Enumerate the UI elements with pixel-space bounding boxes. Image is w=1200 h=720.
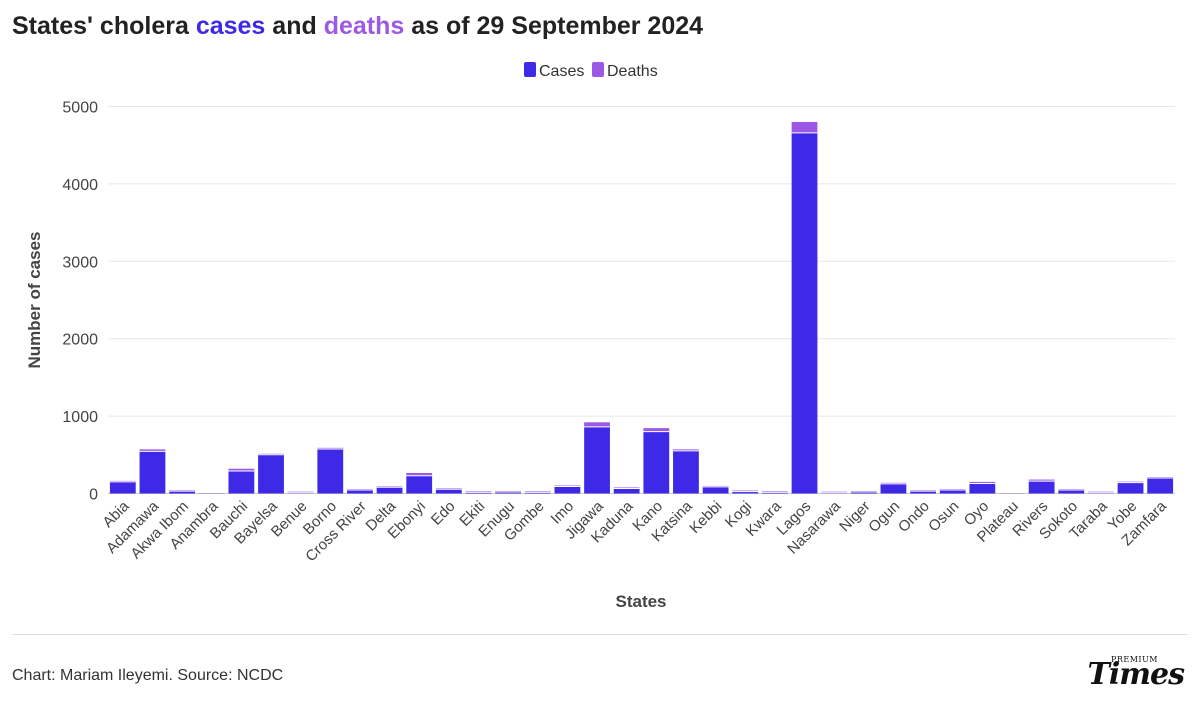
legend-deaths-label: Deaths <box>607 63 658 80</box>
x-tick-label: Ogun <box>865 498 903 536</box>
y-tick-label: 3000 <box>62 254 98 271</box>
bar-cases <box>732 491 759 494</box>
y-tick-label: 0 <box>89 487 98 504</box>
bar-deaths <box>228 468 255 472</box>
bar-cases <box>969 483 996 494</box>
bar-cases <box>613 488 640 494</box>
footer-divider <box>12 634 1188 635</box>
y-tick-label: 1000 <box>62 409 98 426</box>
bar-cases <box>1147 478 1174 494</box>
logo-premium-text: PREMIUM <box>1110 655 1158 664</box>
bar-cases <box>258 454 284 494</box>
bar-cases <box>376 487 403 494</box>
bar-cases <box>880 483 907 494</box>
bar-cases <box>1117 482 1144 494</box>
y-axis-title: Number of cases <box>25 232 44 369</box>
bar-cases <box>495 491 522 494</box>
bar-cases <box>761 492 788 494</box>
bar-cases <box>406 475 433 494</box>
bar-cases <box>554 486 581 494</box>
bar-deaths <box>969 481 996 484</box>
x-tick-label: Ondo <box>895 498 933 536</box>
bar-cases <box>169 491 195 494</box>
title-cases-word: cases <box>195 12 266 40</box>
bar-deaths <box>406 472 433 476</box>
x-tick-label: Osun <box>925 498 962 535</box>
bar-deaths <box>1028 479 1055 482</box>
bar-cases <box>1058 490 1085 494</box>
bar-cases <box>524 492 551 494</box>
premium-times-logo: PREMIUM Times <box>1087 655 1185 692</box>
bar-deaths <box>643 428 670 432</box>
bar-deaths <box>139 449 166 452</box>
bar-deaths <box>584 422 610 427</box>
bar-cases <box>791 132 818 494</box>
bar-cases <box>939 490 966 494</box>
y-tick-label: 5000 <box>62 100 98 117</box>
bar-cases <box>347 490 373 494</box>
x-tick-label: Kwara <box>743 497 786 540</box>
bar-cases <box>317 448 344 494</box>
logo-times-text: Times <box>1087 657 1185 692</box>
title-suffix: as of 29 September 2024 <box>404 12 704 40</box>
x-tick-label: Kebbi <box>686 498 725 537</box>
bar-deaths <box>791 121 818 133</box>
legend-cases-swatch <box>524 62 536 77</box>
title-deaths-word: deaths <box>323 12 405 40</box>
bar-cases <box>109 481 136 494</box>
bar-cases <box>643 431 670 494</box>
bar-cases <box>910 491 936 494</box>
chart-title: States' cholera cases and deaths as of 2… <box>12 12 703 41</box>
bar-cases <box>850 491 877 494</box>
bar-cases <box>702 486 729 494</box>
bar-cases <box>435 489 462 494</box>
x-axis-title: States <box>615 592 666 611</box>
y-tick-label: 4000 <box>62 177 98 194</box>
source-credit: Chart: Mariam Ileyemi. Source: NCDC <box>12 667 284 684</box>
bar-cases <box>584 426 610 494</box>
bar-cases <box>673 450 699 494</box>
title-prefix: States' cholera <box>12 12 196 40</box>
bar-deaths <box>317 447 344 449</box>
x-tick-label: Niger <box>836 498 873 535</box>
x-tick-label: Edo <box>428 498 459 529</box>
legend-cases-label: Cases <box>539 63 584 80</box>
bar-deaths <box>673 449 699 451</box>
bar-cases <box>465 492 492 494</box>
legend-deaths-swatch <box>592 62 604 77</box>
bar-cases <box>139 451 166 494</box>
title-middle: and <box>265 12 324 40</box>
bar-cases <box>1028 481 1055 494</box>
bar-cases <box>228 471 255 494</box>
y-tick-label: 2000 <box>62 332 98 349</box>
